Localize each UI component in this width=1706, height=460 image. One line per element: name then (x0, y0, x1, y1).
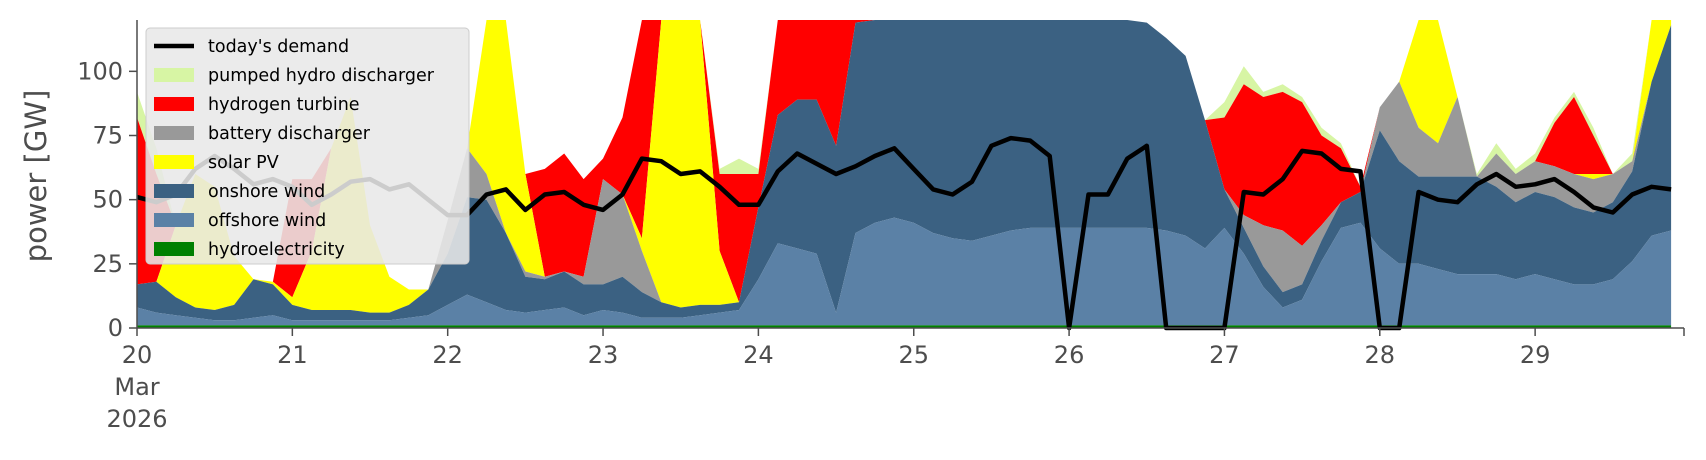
legend-label: hydrogen turbine (208, 95, 360, 115)
x-tick-sublabel: 2026 (106, 405, 167, 433)
y-tick-label: 0 (108, 314, 123, 342)
legend-patch-swatch (154, 68, 194, 82)
legend-patch-swatch (154, 242, 194, 256)
legend-patch-swatch (154, 213, 194, 227)
y-axis-label: power [GW] (19, 90, 53, 263)
x-tick-label: 27 (1209, 341, 1240, 369)
legend-patch-swatch (154, 155, 194, 169)
legend-label: onshore wind (208, 182, 325, 202)
legend-label: battery discharger (208, 124, 371, 144)
x-tick-label: 24 (743, 341, 774, 369)
axes: 0 25 50 75 100 20 Mar 2026 21 22 23 24 25 26 27 28 29 pow… (19, 20, 1685, 433)
area-offshore-wind (137, 217, 1672, 326)
legend-patch-swatch (154, 126, 194, 140)
legend-box (145, 27, 470, 265)
legend-label: today's demand (208, 37, 349, 57)
area-battery-discharger (137, 20, 1672, 313)
x-tick-label: 29 (1520, 341, 1551, 369)
legend: today's demand pumped hydro discharger hyd… (145, 27, 470, 265)
y-tick-label: 75 (92, 122, 123, 150)
x-tick-label: 21 (277, 341, 308, 369)
x-tick-label: 22 (432, 341, 463, 369)
x-tick-label: 26 (1054, 341, 1085, 369)
x-tick-label: 25 (898, 341, 929, 369)
x-tick-sublabel: Mar (114, 373, 159, 401)
area-hydrogen-turbine (137, 20, 1672, 303)
x-tick-label: 20 (122, 341, 153, 369)
y-tick-label: 50 (92, 186, 123, 214)
legend-label: pumped hydro discharger (208, 66, 435, 86)
legend-patch-swatch (154, 184, 194, 198)
legend-patch-swatch (154, 97, 194, 111)
area-onshore-wind (137, 20, 1672, 321)
x-tick-label: 28 (1365, 341, 1396, 369)
y-tick-label: 100 (77, 57, 123, 85)
y-tick-label: 25 (92, 250, 123, 278)
legend-label: offshore wind (208, 211, 326, 231)
area-solar-pv (137, 20, 1672, 313)
x-tick-label: 23 (588, 341, 619, 369)
legend-label: hydroelectricity (208, 240, 345, 260)
legend-label: solar PV (208, 153, 279, 173)
